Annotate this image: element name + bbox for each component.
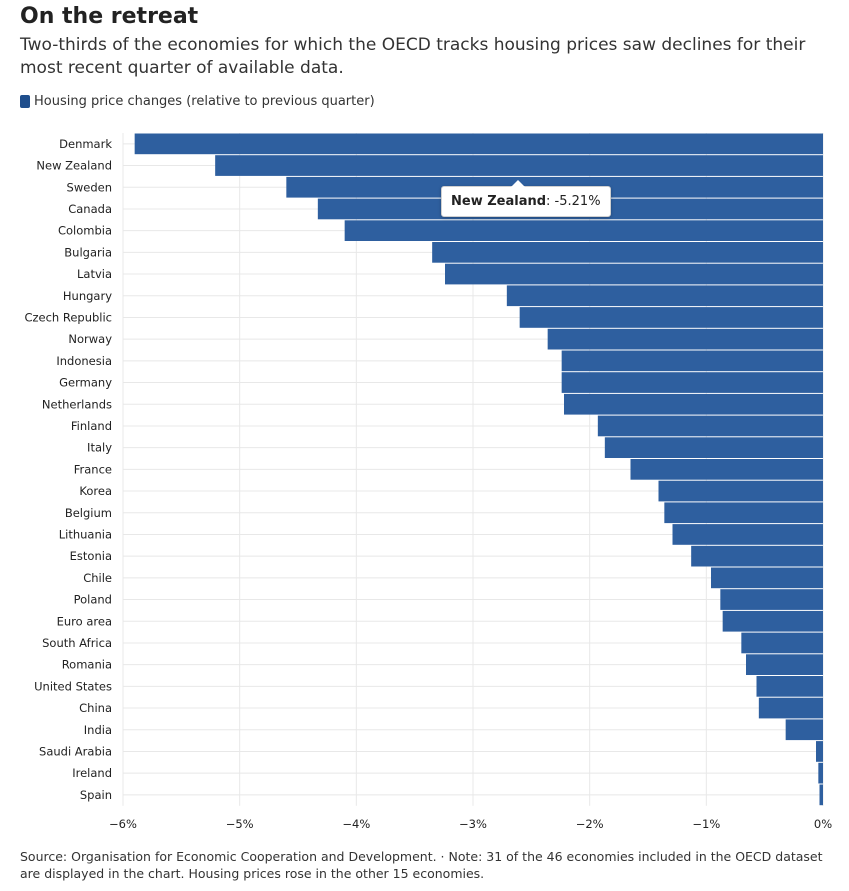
bar-belgium[interactable]: [664, 502, 823, 524]
x-tick-label: 0%: [814, 817, 832, 831]
bar-poland[interactable]: [720, 589, 823, 610]
bar-france[interactable]: [630, 459, 824, 480]
bar-india[interactable]: [785, 719, 823, 741]
bar-korea[interactable]: [658, 480, 824, 502]
category-label: Netherlands: [42, 397, 112, 411]
category-label: Czech Republic: [24, 310, 112, 324]
x-tick-label: −1%: [692, 817, 720, 831]
bar-new-zealand[interactable]: [215, 155, 823, 176]
bar-south-africa[interactable]: [741, 632, 823, 654]
x-tick-label: −6%: [109, 817, 137, 831]
x-axis-ticks: −6% −5% −4% −3% −2% −1% 0%: [109, 817, 832, 831]
bar-netherlands[interactable]: [564, 393, 823, 415]
category-label: New Zealand: [36, 159, 112, 173]
bar-italy[interactable]: [604, 437, 823, 458]
category-label: Norway: [68, 332, 112, 346]
bar-germany[interactable]: [561, 372, 823, 393]
x-tick-label: −3%: [459, 817, 487, 831]
category-label: Ireland: [72, 766, 112, 780]
bar-estonia[interactable]: [691, 545, 823, 567]
category-label: Estonia: [70, 549, 112, 563]
category-label: Italy: [87, 441, 112, 455]
category-label: Germany: [59, 376, 112, 390]
category-label: China: [79, 701, 112, 715]
bar-latvia[interactable]: [445, 263, 823, 285]
category-label: Romania: [62, 658, 112, 672]
category-label: Saudi Arabia: [39, 744, 112, 758]
bar-norway[interactable]: [547, 328, 823, 350]
bar-euro-area[interactable]: [722, 610, 823, 632]
source-note: Source: Organisation for Economic Cooper…: [20, 849, 823, 881]
bar-saudi-arabia[interactable]: [816, 741, 823, 762]
tooltip-arrow: [511, 180, 525, 187]
bar-romania[interactable]: [746, 654, 823, 675]
bar-united-states[interactable]: [756, 676, 824, 697]
category-label: Indonesia: [56, 354, 112, 368]
chart-title: On the retreat: [20, 4, 199, 29]
category-label: Korea: [79, 484, 112, 498]
category-label: Finland: [71, 419, 112, 433]
category-label: United States: [34, 679, 112, 693]
x-tick-label: −5%: [226, 817, 254, 831]
chart-subtitle: Two-thirds of the economies for which th…: [20, 35, 806, 78]
bar-chart: Denmark New Zealand Sweden Canada Colombia Bu…: [24, 133, 832, 831]
bar-china[interactable]: [758, 697, 823, 719]
x-tick-label: −2%: [576, 817, 604, 831]
bar-lithuania[interactable]: [672, 524, 824, 545]
bars[interactable]: [134, 133, 824, 806]
category-label: France: [74, 462, 112, 476]
bar-czech-republic[interactable]: [519, 307, 823, 328]
category-labels: Denmark New Zealand Sweden Canada Colombia Bu…: [24, 137, 112, 802]
bar-colombia[interactable]: [344, 220, 823, 241]
category-label: Denmark: [59, 137, 112, 151]
category-label: Bulgaria: [64, 245, 112, 259]
bar-finland[interactable]: [597, 415, 823, 437]
tooltip-country: New Zealand: [451, 194, 547, 209]
legend-swatch: [20, 95, 30, 108]
category-label: India: [84, 723, 112, 737]
category-label: Chile: [83, 571, 112, 585]
bar-hungary[interactable]: [506, 285, 823, 307]
category-label: Lithuania: [59, 527, 112, 541]
bar-ireland[interactable]: [818, 762, 823, 784]
bar-bulgaria[interactable]: [432, 242, 823, 263]
category-label: Euro area: [57, 614, 112, 628]
category-label: Poland: [74, 593, 112, 607]
category-label: Belgium: [65, 506, 112, 520]
bar-spain[interactable]: [819, 784, 824, 806]
x-tick-label: −4%: [342, 817, 370, 831]
legend[interactable]: Housing price changes (relative to previ…: [20, 94, 375, 109]
legend-label: Housing price changes (relative to previ…: [34, 94, 375, 109]
category-label: Hungary: [63, 289, 112, 303]
bar-denmark[interactable]: [134, 133, 823, 155]
bar-chile[interactable]: [711, 567, 823, 589]
tooltip-value: : -5.21%: [546, 194, 601, 209]
category-label: South Africa: [42, 636, 112, 650]
category-label: Canada: [68, 202, 112, 216]
category-label: Latvia: [77, 267, 112, 281]
category-label: Sweden: [67, 180, 112, 194]
category-label: Spain: [80, 788, 112, 802]
bar-indonesia[interactable]: [561, 350, 823, 372]
tooltip: New Zealand: -5.21%: [441, 180, 611, 217]
category-label: Colombia: [58, 224, 112, 238]
